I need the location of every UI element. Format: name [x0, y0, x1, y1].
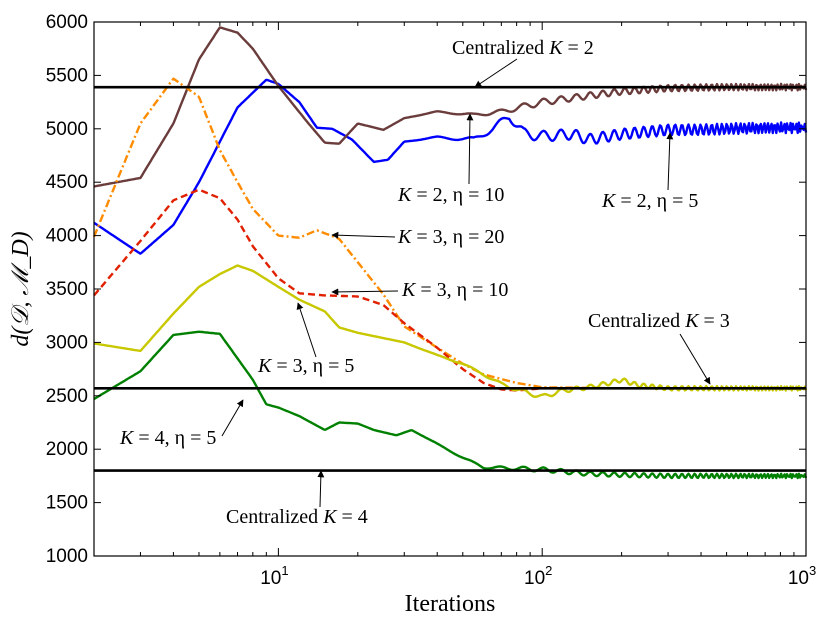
ticks: 1000 1500 2000 2500 3000 3500 4000 4500 5000 5500…: [46, 12, 816, 589]
series-line-1: [93, 78, 808, 255]
annotation-k4-eta5: K = 4, η = 5: [119, 427, 216, 449]
annotation-k3-eta20: K = 3, η = 20: [397, 226, 504, 248]
x-tick-label: 101: [260, 563, 288, 589]
y-tick-label: 4000: [46, 226, 88, 247]
annotation-central-k2: Centralized K = 2: [452, 37, 594, 59]
y-tick-label: 4500: [46, 172, 88, 193]
annotation-arrow-central-k2: [474, 58, 518, 88]
y-axis-title: d(𝒟, ℳ_D): [8, 231, 34, 346]
series-layer: [92, 26, 808, 480]
annotation-arrow-k3-eta10: [331, 288, 399, 296]
y-tick-label: 1000: [46, 546, 88, 567]
annotation-k3-eta10: K = 3, η = 10: [401, 279, 508, 301]
annotation-arrow-k4-eta5: [221, 399, 244, 437]
annotation-k3-eta5: K = 3, η = 5: [257, 355, 354, 377]
annotation-k2-eta5: K = 2, η = 5: [601, 190, 698, 212]
y-tick-label: 6000: [46, 12, 88, 33]
annotations: Centralized K = 2 K = 2, η = 10 K = 2, η =…: [119, 37, 730, 528]
reference-lines: [94, 85, 806, 472]
x-tick-label: 103: [788, 563, 816, 589]
x-tick-label: 102: [524, 563, 552, 589]
y-tick-label: 2000: [46, 439, 88, 460]
y-tick-label: 3500: [46, 279, 88, 300]
annotation-arrow-k3-eta20: [331, 231, 396, 239]
y-tick-label: 3000: [46, 332, 88, 353]
series-line-3: [92, 77, 806, 390]
series-line-2: [93, 26, 808, 188]
annotation-central-k4: Centralized K = 4: [226, 506, 368, 528]
annotation-arrow-k3-eta5: [296, 302, 317, 358]
annotation-arrow-central-k3: [679, 333, 711, 385]
annotation-arrow-central-k4: [317, 470, 325, 508]
annotation-arrow-k2-eta10: [466, 113, 474, 185]
y-tick-label: 2500: [46, 386, 88, 407]
y-tick-label: 5000: [46, 119, 88, 140]
series-line-6: [93, 330, 808, 480]
annotation-arrow-k2-eta5: [666, 132, 674, 191]
y-tick-label: 1500: [46, 493, 88, 514]
annotation-central-k3: Centralized K = 3: [588, 310, 730, 332]
y-tick-label: 5500: [46, 65, 88, 86]
annotation-k2-eta10: K = 2, η = 10: [397, 184, 504, 206]
x-axis-title: Iterations: [405, 591, 496, 617]
